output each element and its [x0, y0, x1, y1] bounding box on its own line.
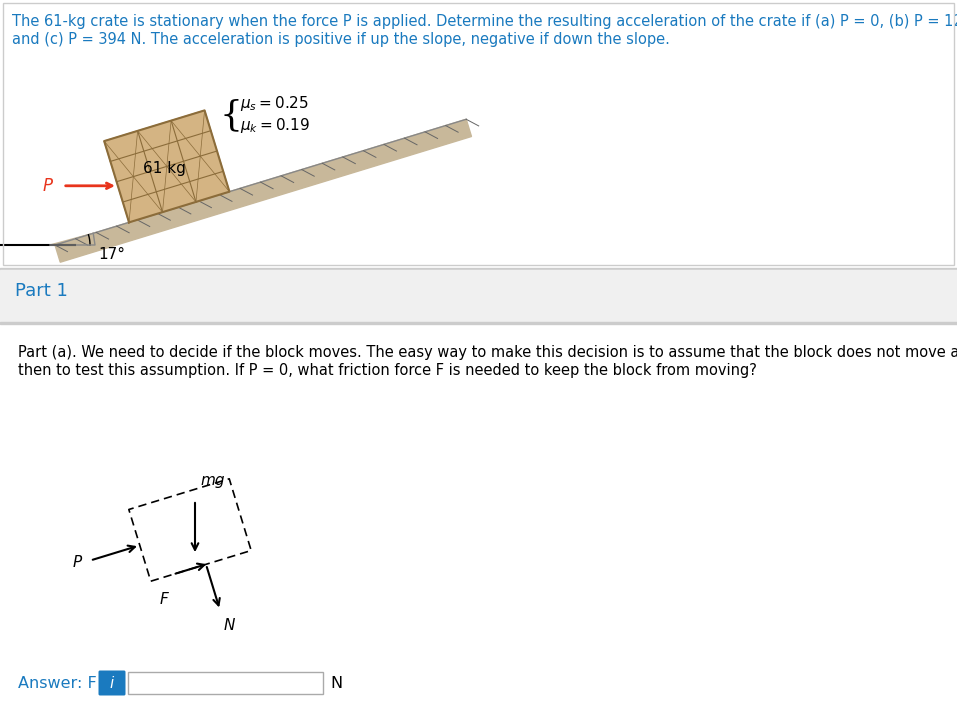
- Text: N: N: [330, 675, 342, 690]
- Bar: [0, 268, 957, 270]
- Text: P: P: [43, 177, 53, 195]
- Bar: [128, 672, 323, 694]
- Bar: [0, 0, 957, 268]
- Text: mg: mg: [200, 473, 225, 488]
- Bar: [0, 324, 957, 714]
- Text: P: P: [73, 555, 82, 570]
- Polygon shape: [55, 119, 472, 262]
- Text: N: N: [224, 618, 235, 633]
- Bar: [0, 270, 957, 322]
- Text: {: {: [219, 99, 242, 132]
- Bar: [3, 3, 954, 265]
- Text: Answer: F =: Answer: F =: [18, 675, 121, 690]
- Polygon shape: [50, 233, 95, 245]
- Text: and (c) P = 394 N. The acceleration is positive if up the slope, negative if dow: and (c) P = 394 N. The acceleration is p…: [12, 32, 670, 47]
- Text: i: i: [110, 675, 114, 690]
- Text: Part 1: Part 1: [15, 282, 68, 300]
- Text: $\mu_s = 0.25$: $\mu_s = 0.25$: [239, 94, 308, 113]
- Text: The 61-kg crate is stationary when the force P is applied. Determine the resulti: The 61-kg crate is stationary when the f…: [12, 14, 957, 29]
- Polygon shape: [104, 111, 230, 222]
- Text: Part (a). We need to decide if the block moves. The easy way to make this decisi: Part (a). We need to decide if the block…: [18, 345, 957, 360]
- Text: F: F: [159, 593, 167, 608]
- Text: then to test this assumption. If P = 0, what friction force F is needed to keep : then to test this assumption. If P = 0, …: [18, 363, 757, 378]
- Text: 17°: 17°: [98, 247, 125, 262]
- Bar: [0, 322, 957, 324]
- Text: 61 kg: 61 kg: [144, 161, 187, 176]
- Text: $\mu_k = 0.19$: $\mu_k = 0.19$: [239, 116, 310, 135]
- FancyBboxPatch shape: [99, 670, 125, 695]
